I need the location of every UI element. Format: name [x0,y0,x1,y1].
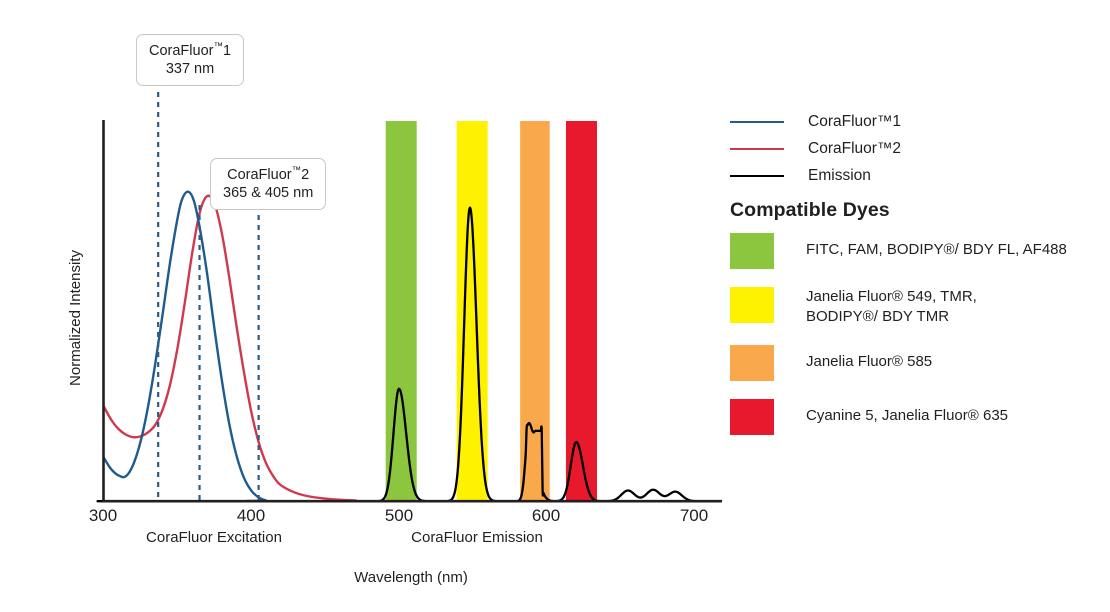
series-legend-label: CoraFluor™1 [808,112,902,130]
x-tick-400: 400 [237,506,265,525]
x-tick-600: 600 [532,506,560,525]
dye-legend-item: Janelia Fluor® 585 [728,344,1110,381]
dye-legend-label: Cyanine 5, Janelia Fluor® 635 [806,406,1009,424]
red-band [565,121,597,502]
x-tick-700: 700 [680,506,708,525]
callout-corafluor1: CoraFluor™1 337 nm [136,34,245,87]
caption-corafluor-excitation: CoraFluor Excitation [146,529,282,546]
dye-color-swatch [730,344,774,381]
excitation-marker-lines [157,92,260,502]
dye-legend-item: FITC, FAM, BODIPY®/ BDY FL, AF488 [728,232,1110,269]
callout-cf1-line2: 337 nm [165,60,215,77]
dye-color-swatch [730,398,774,435]
dye-band-group [385,121,597,502]
series-line-swatch [730,147,784,150]
trademark-symbol: ™ [291,165,302,176]
spectra-chart: 300 400 500 600 700 CoraFluor Excitation… [67,34,722,586]
dye-legend-item: Janelia Fluor® 549, TMR, BODIPY®/ BDY TMR [728,286,1110,327]
series-line-swatch [730,120,784,123]
series-legend-label: Emission [808,166,871,184]
trademark-symbol: ™ [213,41,223,52]
callout-cf2-line1: CoraFluor™2 [227,165,310,183]
series-legend-item: Emission [728,162,1110,189]
x-tick-500: 500 [385,506,413,525]
series-legend-item: CoraFluor™1 [728,108,1110,135]
series-line-swatch [730,174,784,177]
y-axis-title: Normalized Intensity [67,250,84,386]
spectra-svg: 300 400 500 600 700 CoraFluor Excitation… [67,92,722,586]
dye-legend-item: Cyanine 5, Janelia Fluor® 635 [728,398,1110,435]
dye-color-swatch [730,287,774,323]
compatible-dyes-heading: Compatible Dyes [730,199,890,221]
caption-corafluor-emission: CoraFluor Emission [411,529,543,546]
series-legend: CoraFluor™1 CoraFluor™2 Emission [728,108,1110,189]
callout-corafluor2: CoraFluor™2 365 & 405 nm [210,158,327,211]
dye-color-swatch [730,233,774,269]
series-legend-item: CoraFluor™2 [728,135,1110,162]
callout-cf2-line2: 365 & 405 nm [223,184,314,201]
x-axis-title: Wavelength (nm) [354,569,468,586]
green-band [385,121,417,502]
series-legend-label: CoraFluor™2 [808,139,902,157]
dye-legend-label: Janelia Fluor® 585 [806,352,933,370]
callout-cf1-line1: CoraFluor™1 [149,41,232,59]
corafluor1-excitation-curve [102,190,696,503]
dye-legend-label: FITC, FAM, BODIPY®/ BDY FL, AF488 [806,241,1067,258]
orange-band [520,121,550,502]
dye-legend-label: Janelia Fluor® 549, TMR, BODIPY®/ BDY TMR [806,288,977,325]
compatible-dyes-list: FITC, FAM, BODIPY®/ BDY FL, AF488 Janelia… [728,232,1110,452]
x-tick-300: 300 [89,506,117,525]
legend-panel: CoraFluor™1 CoraFluor™2 Emission Compatibl… [728,0,1110,612]
